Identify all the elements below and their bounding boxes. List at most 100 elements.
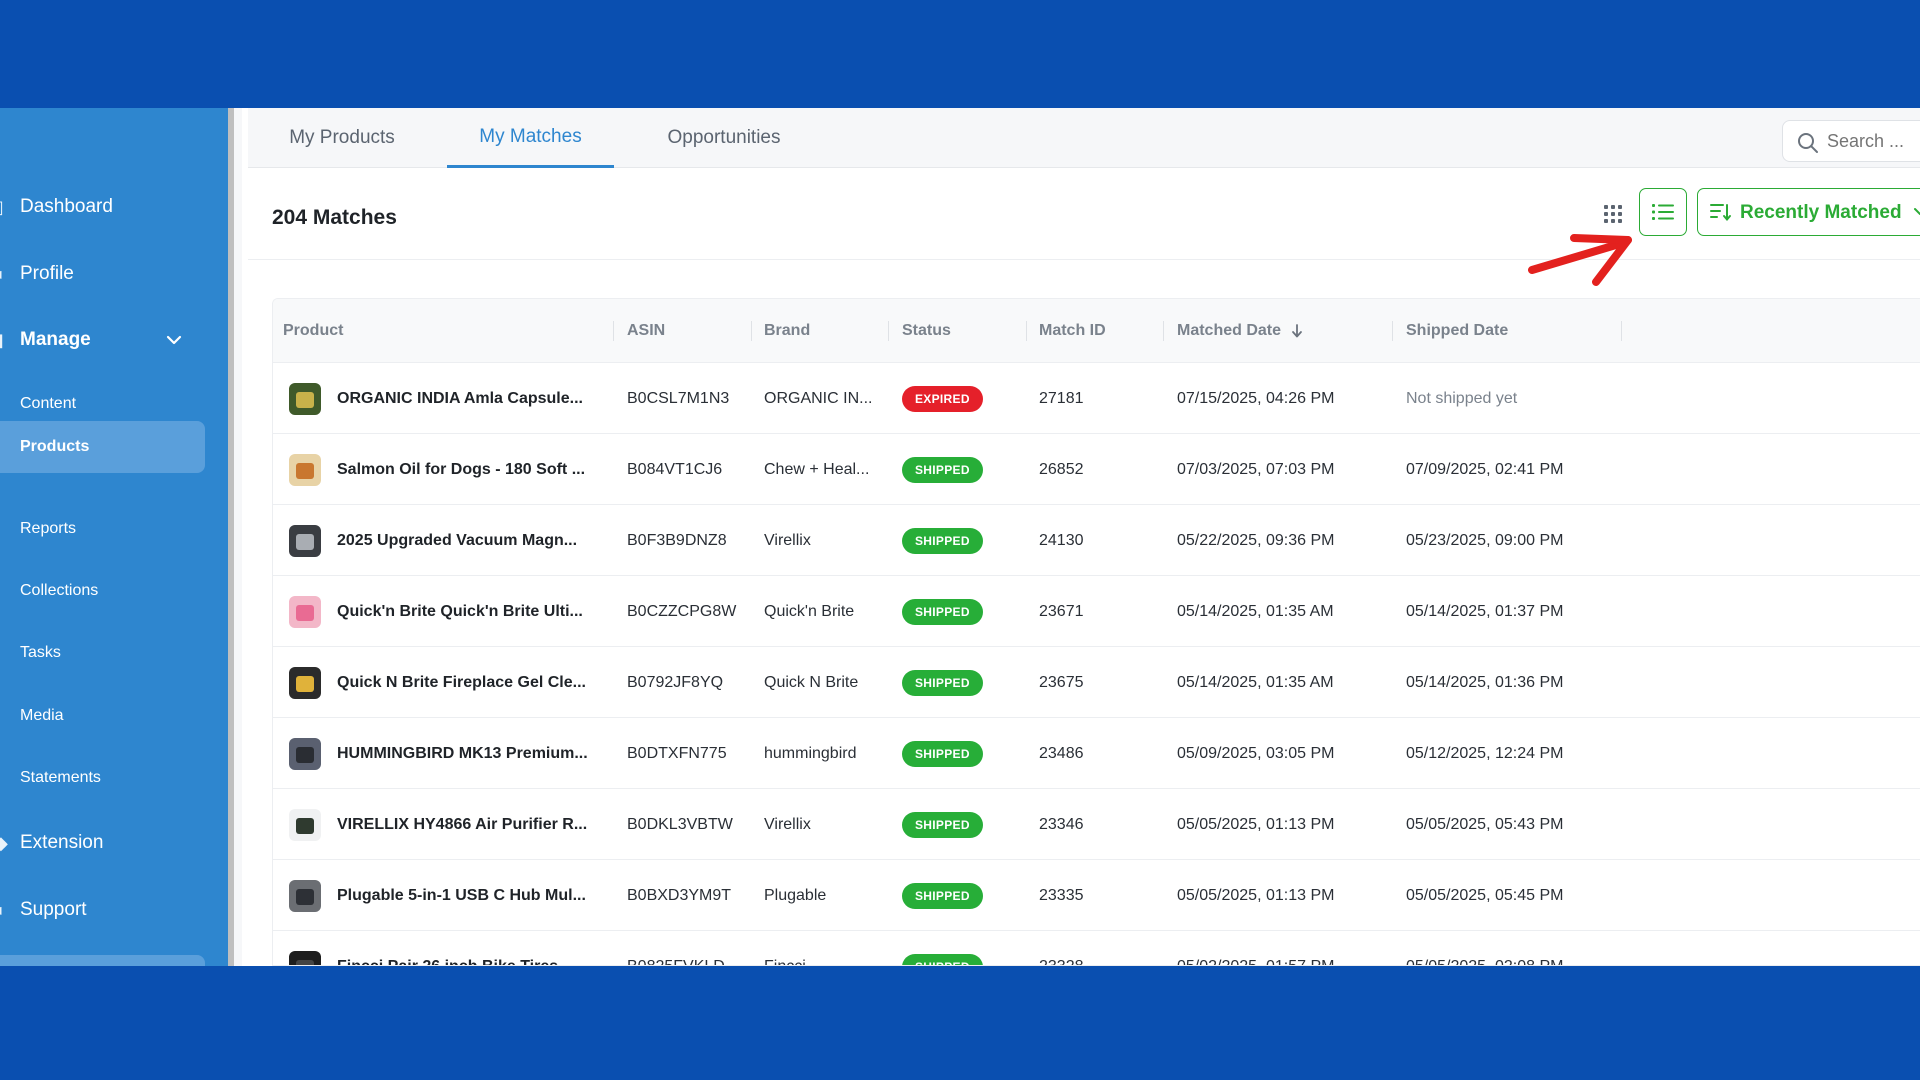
sidebar-item-reports[interactable]: Reports <box>0 509 205 549</box>
column-divider[interactable] <box>751 321 752 341</box>
matched-date-value: 05/09/2025, 03:05 PM <box>1177 744 1335 762</box>
match-id-value: 23328 <box>1039 957 1084 966</box>
chevron-down-icon <box>1914 208 1920 215</box>
matched-date-value: 05/05/2025, 01:13 PM <box>1177 815 1335 833</box>
list-view-button[interactable] <box>1639 188 1687 236</box>
table-row[interactable]: Quick N Brite Fireplace Gel Cle... B0792… <box>273 647 1920 718</box>
product-thumbnail-icon[interactable] <box>283 945 327 966</box>
sidebar-item-collections[interactable]: Collections <box>0 571 205 611</box>
table-row[interactable]: VIRELLIX HY4866 Air Purifier R... B0DKL3… <box>273 789 1920 860</box>
sort-dropdown[interactable]: Recently Matched <box>1697 188 1920 236</box>
table-row[interactable]: Salmon Oil for Dogs - 180 Soft ... B084V… <box>273 434 1920 505</box>
manage-icon: ▮ <box>0 330 4 351</box>
match-id-value: 23335 <box>1039 886 1084 904</box>
status-cell: SHIPPED <box>902 647 1022 718</box>
asin-value: B0825FVKLD <box>627 957 725 966</box>
table-row[interactable]: Fincci Pair 26 inch Bike Tires -... B082… <box>273 931 1920 966</box>
table-row[interactable]: Plugable 5-in-1 USB C Hub Mul... B0BXD3Y… <box>273 860 1920 931</box>
status-cell: SHIPPED <box>902 931 1022 965</box>
column-divider[interactable] <box>1621 321 1622 341</box>
column-divider[interactable] <box>1163 321 1164 341</box>
status-badge: SHIPPED <box>902 882 983 909</box>
column-header-shipped-date[interactable]: Shipped Date <box>1406 322 1509 339</box>
tab-opportunities[interactable]: Opportunities <box>667 127 781 148</box>
match-count: 204 Matches <box>272 206 397 229</box>
product-name[interactable]: VIRELLIX HY4866 Air Purifier R... <box>337 815 588 833</box>
asin-value: B0F3B9DNZ8 <box>627 531 727 549</box>
sidebar-item-profile[interactable]: ◖ Profile <box>0 254 205 294</box>
sidebar-item-tasks[interactable]: Tasks <box>0 633 205 673</box>
table-row[interactable]: ORGANIC INDIA Amla Capsule... B0CSL7M1N3… <box>273 363 1920 434</box>
asin-value: B0CSL7M1N3 <box>627 389 730 407</box>
column-header-status[interactable]: Status <box>902 322 951 339</box>
asin-value: B084VT1CJ6 <box>627 460 723 478</box>
product-thumbnail-icon[interactable] <box>283 661 327 705</box>
column-header-product[interactable]: Product <box>283 322 344 339</box>
annotation-arrow-icon <box>1528 234 1632 286</box>
shipped-date-value: 05/23/2025, 09:00 PM <box>1406 531 1564 549</box>
shipped-date-value: 05/14/2025, 01:36 PM <box>1406 673 1564 691</box>
column-divider[interactable] <box>1026 321 1027 341</box>
product-thumbnail-icon[interactable] <box>283 519 327 563</box>
column-divider[interactable] <box>1392 321 1393 341</box>
column-header-matched-date-wrap[interactable]: Matched Date <box>1177 299 1303 363</box>
matched-date-value: 07/03/2025, 07:03 PM <box>1177 460 1335 478</box>
table-row[interactable]: HUMMINGBIRD MK13 Premium... B0DTXFN775 h… <box>273 718 1920 789</box>
asin-value: B0CZZCPG8W <box>627 602 737 620</box>
column-header-match-id[interactable]: Match ID <box>1039 322 1106 339</box>
asin-value: B0DTXFN775 <box>627 744 727 762</box>
sidebar-item-support[interactable]: ◖ Support <box>0 890 205 930</box>
product-thumbnail-icon[interactable] <box>283 448 327 492</box>
tab-my-matches[interactable]: My Matches <box>447 108 614 168</box>
column-header-asin[interactable]: ASIN <box>627 322 666 339</box>
matches-table: Product ASIN Brand Status Match ID Match… <box>272 298 1920 966</box>
chevron-down-icon[interactable] <box>164 330 184 350</box>
sidebar-item-products[interactable]: Products <box>0 421 205 473</box>
sidebar-footer-pill[interactable] <box>0 955 205 966</box>
tab-my-products[interactable]: My Products <box>289 127 395 148</box>
match-id-value: 26852 <box>1039 460 1084 478</box>
product-thumbnail-icon[interactable] <box>283 732 327 776</box>
table-row[interactable]: 2025 Upgraded Vacuum Magn... B0F3B9DNZ8 … <box>273 505 1920 576</box>
sidebar-item-extension[interactable]: ◆ Extension <box>0 823 205 863</box>
product-name[interactable]: Plugable 5-in-1 USB C Hub Mul... <box>337 886 586 904</box>
search-input[interactable] <box>1827 129 1920 153</box>
table-row[interactable]: Quick'n Brite Quick'n Brite Ulti... B0CZ… <box>273 576 1920 647</box>
column-divider[interactable] <box>888 321 889 341</box>
match-id-value: 23346 <box>1039 815 1084 833</box>
matched-date-value: 05/05/2025, 01:13 PM <box>1177 886 1335 904</box>
status-cell: SHIPPED <box>902 718 1022 789</box>
sidebar-item-content[interactable]: Content <box>0 384 205 424</box>
table-header: Product ASIN Brand Status Match ID Match… <box>273 299 1920 363</box>
product-thumbnail-icon[interactable] <box>283 377 327 421</box>
sidebar-item-label: Content <box>20 395 77 412</box>
sidebar-item-dashboard[interactable]: ▯ Dashboard <box>0 187 205 227</box>
shipped-date-value: Not shipped yet <box>1406 389 1518 407</box>
product-name[interactable]: ORGANIC INDIA Amla Capsule... <box>337 389 583 407</box>
product-name[interactable]: Quick N Brite Fireplace Gel Cle... <box>337 673 586 691</box>
grid-view-button[interactable] <box>1592 192 1634 236</box>
status-cell: SHIPPED <box>902 789 1022 860</box>
asin-value: B0DKL3VBTW <box>627 815 733 833</box>
product-name[interactable]: HUMMINGBIRD MK13 Premium... <box>337 744 588 762</box>
product-name[interactable]: Quick'n Brite Quick'n Brite Ulti... <box>337 602 583 620</box>
product-thumbnail-icon[interactable] <box>283 803 327 847</box>
sidebar-item-media[interactable]: Media <box>0 696 205 736</box>
product-name[interactable]: 2025 Upgraded Vacuum Magn... <box>337 531 578 549</box>
sidebar-item-label: Statements <box>20 769 101 786</box>
sidebar-divider <box>228 108 242 966</box>
sidebar-item-manage[interactable]: ▮ Manage <box>0 320 205 360</box>
product-name[interactable]: Fincci Pair 26 inch Bike Tires -... <box>337 957 582 966</box>
sidebar-item-statements[interactable]: Statements <box>0 758 205 798</box>
column-divider[interactable] <box>613 321 614 341</box>
product-thumbnail-icon[interactable] <box>283 590 327 634</box>
brand-value: Plugable <box>764 886 827 904</box>
shipped-date-value: 05/05/2025, 05:45 PM <box>1406 886 1564 904</box>
search-box[interactable] <box>1782 120 1920 162</box>
shipped-date-value: 05/12/2025, 12:24 PM <box>1406 744 1564 762</box>
sidebar-item-label: Collections <box>20 582 99 599</box>
column-header-brand[interactable]: Brand <box>764 322 811 339</box>
grid-icon <box>1604 205 1622 223</box>
product-thumbnail-icon[interactable] <box>283 874 327 918</box>
product-name[interactable]: Salmon Oil for Dogs - 180 Soft ... <box>337 460 586 478</box>
